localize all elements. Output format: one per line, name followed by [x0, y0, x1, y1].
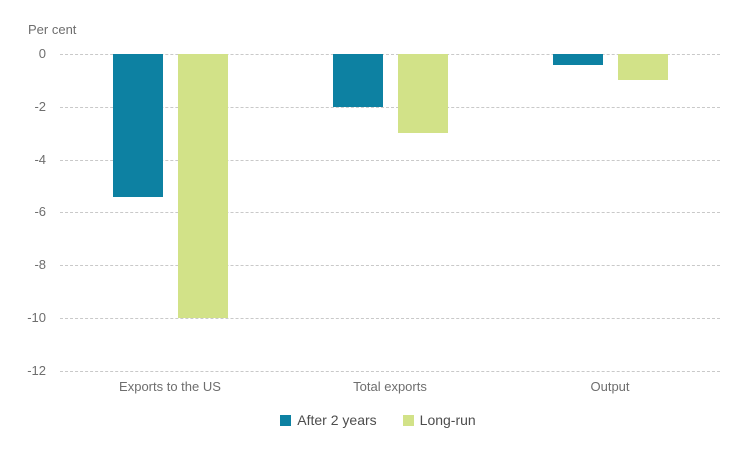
- legend-item-after-2-years: After 2 years: [280, 412, 377, 428]
- y-tick-label--4: -4: [34, 151, 46, 167]
- bar-long-run-exports-to-the-us: [177, 54, 228, 318]
- legend-swatch-after-2-years: [280, 414, 292, 426]
- y-tick-label-0: 0: [38, 46, 46, 61]
- gridline-y0: [60, 54, 720, 55]
- y-tick-label--10: -10: [27, 310, 46, 325]
- gridline-y-6: [60, 212, 720, 214]
- gridline-y-4: [60, 159, 720, 161]
- gridline-y-10: [60, 318, 720, 319]
- y-tick-label--8: -8: [34, 257, 46, 273]
- gridline-y-8: [60, 265, 720, 267]
- legend-label-long-run: Long-run: [419, 412, 476, 428]
- bar-long-run-output: [617, 54, 668, 81]
- legend-swatch-long-run: [402, 414, 414, 426]
- bar-long-run-total-exports: [397, 54, 448, 134]
- y-axis-unit-label: Per cent: [28, 22, 77, 37]
- x-category-label-exports-to-the-us: Exports to the US: [119, 379, 221, 394]
- y-tick-label--6: -6: [34, 204, 46, 220]
- x-category-label-output: Output: [590, 379, 630, 394]
- y-tick-label--2: -2: [34, 98, 46, 114]
- bar-after-2-years-exports-to-the-us: [112, 54, 163, 197]
- gridline-y-12: [60, 370, 720, 372]
- bar-after-2-years-output: [552, 54, 603, 65]
- legend: After 2 years Long-run: [0, 412, 756, 428]
- gridline-y-2: [60, 106, 720, 108]
- x-category-label-total-exports: Total exports: [353, 379, 427, 394]
- y-tick-label--12: -12: [27, 362, 46, 378]
- legend-label-after-2-years: After 2 years: [297, 412, 377, 428]
- legend-item-long-run: Long-run: [402, 412, 476, 428]
- bar-after-2-years-total-exports: [332, 54, 383, 107]
